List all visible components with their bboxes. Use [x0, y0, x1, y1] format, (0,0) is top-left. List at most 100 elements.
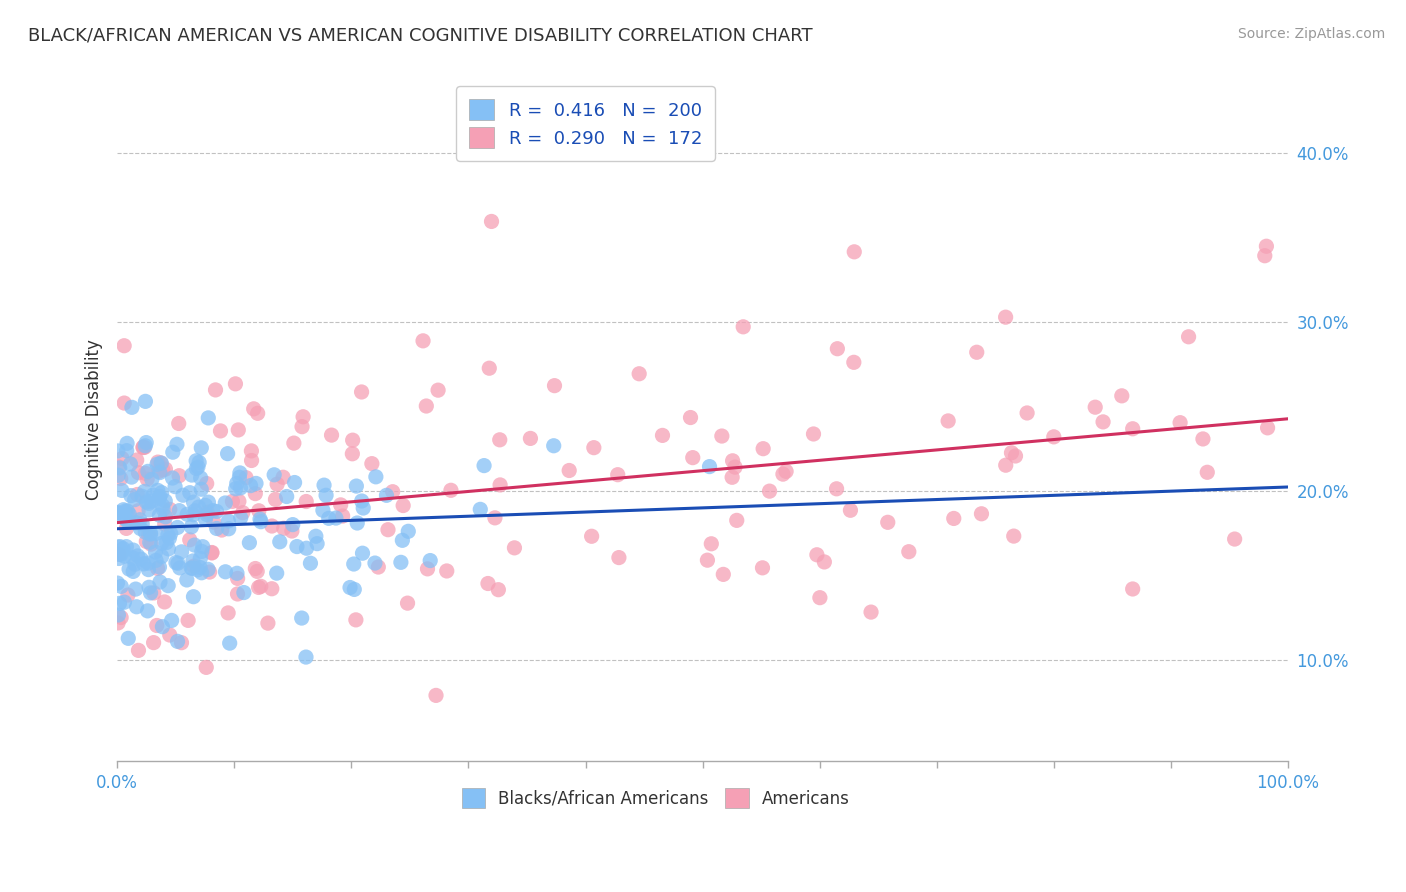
Point: [177, 614, 200, 628]
Point: [343, 557, 366, 571]
Point: [121, 401, 143, 415]
Point: [112, 339, 135, 353]
Point: [226, 423, 249, 437]
Point: [159, 526, 181, 541]
Point: [503, 541, 526, 555]
Point: [121, 550, 143, 565]
Point: [205, 504, 228, 518]
Point: [1257, 421, 1279, 435]
Point: [156, 527, 179, 541]
Point: [108, 540, 131, 554]
Point: [179, 533, 201, 547]
Point: [249, 579, 271, 593]
Point: [120, 489, 142, 503]
Point: [110, 471, 132, 485]
Point: [111, 483, 134, 498]
Point: [825, 482, 848, 496]
Point: [682, 450, 704, 465]
Point: [628, 367, 651, 381]
Point: [364, 470, 387, 484]
Point: [232, 585, 254, 599]
Point: [292, 409, 315, 424]
Point: [138, 563, 160, 577]
Point: [284, 475, 307, 490]
Point: [150, 536, 173, 550]
Point: [139, 527, 162, 541]
Point: [155, 535, 177, 549]
Point: [165, 556, 187, 570]
Point: [240, 453, 263, 467]
Point: [427, 383, 450, 397]
Point: [167, 417, 190, 431]
Point: [167, 468, 190, 483]
Point: [1042, 430, 1064, 444]
Point: [477, 576, 499, 591]
Point: [166, 437, 188, 451]
Point: [994, 310, 1017, 325]
Point: [183, 495, 205, 509]
Point: [295, 650, 318, 665]
Point: [247, 504, 270, 518]
Point: [107, 615, 129, 630]
Point: [679, 410, 702, 425]
Point: [170, 545, 193, 559]
Point: [425, 689, 447, 703]
Point: [146, 561, 169, 575]
Point: [315, 488, 337, 502]
Point: [352, 501, 374, 516]
Point: [245, 561, 267, 575]
Point: [239, 478, 262, 492]
Point: [195, 476, 218, 491]
Point: [115, 443, 138, 458]
Point: [157, 579, 180, 593]
Point: [142, 586, 165, 600]
Point: [146, 618, 169, 632]
Point: [350, 494, 373, 508]
Point: [226, 587, 249, 601]
Point: [108, 548, 131, 562]
Point: [307, 536, 329, 550]
Point: [138, 535, 160, 549]
Legend: Blacks/African Americans, Americans: Blacks/African Americans, Americans: [456, 781, 856, 814]
Point: [581, 529, 603, 543]
Y-axis label: Cognitive Disability: Cognitive Disability: [86, 339, 103, 500]
Point: [350, 384, 373, 399]
Point: [148, 508, 170, 523]
Point: [249, 512, 271, 526]
Point: [107, 444, 129, 458]
Point: [283, 436, 305, 450]
Point: [772, 467, 794, 482]
Point: [281, 517, 304, 532]
Point: [149, 489, 172, 503]
Point: [263, 467, 285, 482]
Point: [111, 451, 134, 466]
Point: [162, 445, 184, 459]
Point: [112, 541, 135, 556]
Point: [481, 214, 503, 228]
Point: [127, 504, 149, 518]
Point: [897, 544, 920, 558]
Point: [138, 580, 160, 594]
Point: [389, 555, 412, 569]
Point: [127, 549, 149, 563]
Point: [860, 605, 883, 619]
Point: [416, 562, 439, 576]
Point: [181, 554, 204, 568]
Point: [240, 443, 263, 458]
Point: [607, 550, 630, 565]
Point: [228, 494, 250, 508]
Point: [139, 537, 162, 551]
Point: [266, 477, 288, 491]
Point: [118, 508, 141, 522]
Point: [269, 534, 291, 549]
Point: [197, 410, 219, 425]
Point: [190, 482, 212, 496]
Point: [235, 470, 257, 484]
Point: [132, 441, 155, 455]
Point: [205, 521, 228, 535]
Point: [1197, 465, 1219, 479]
Point: [1122, 582, 1144, 596]
Point: [489, 478, 512, 492]
Point: [135, 495, 157, 509]
Point: [105, 506, 128, 520]
